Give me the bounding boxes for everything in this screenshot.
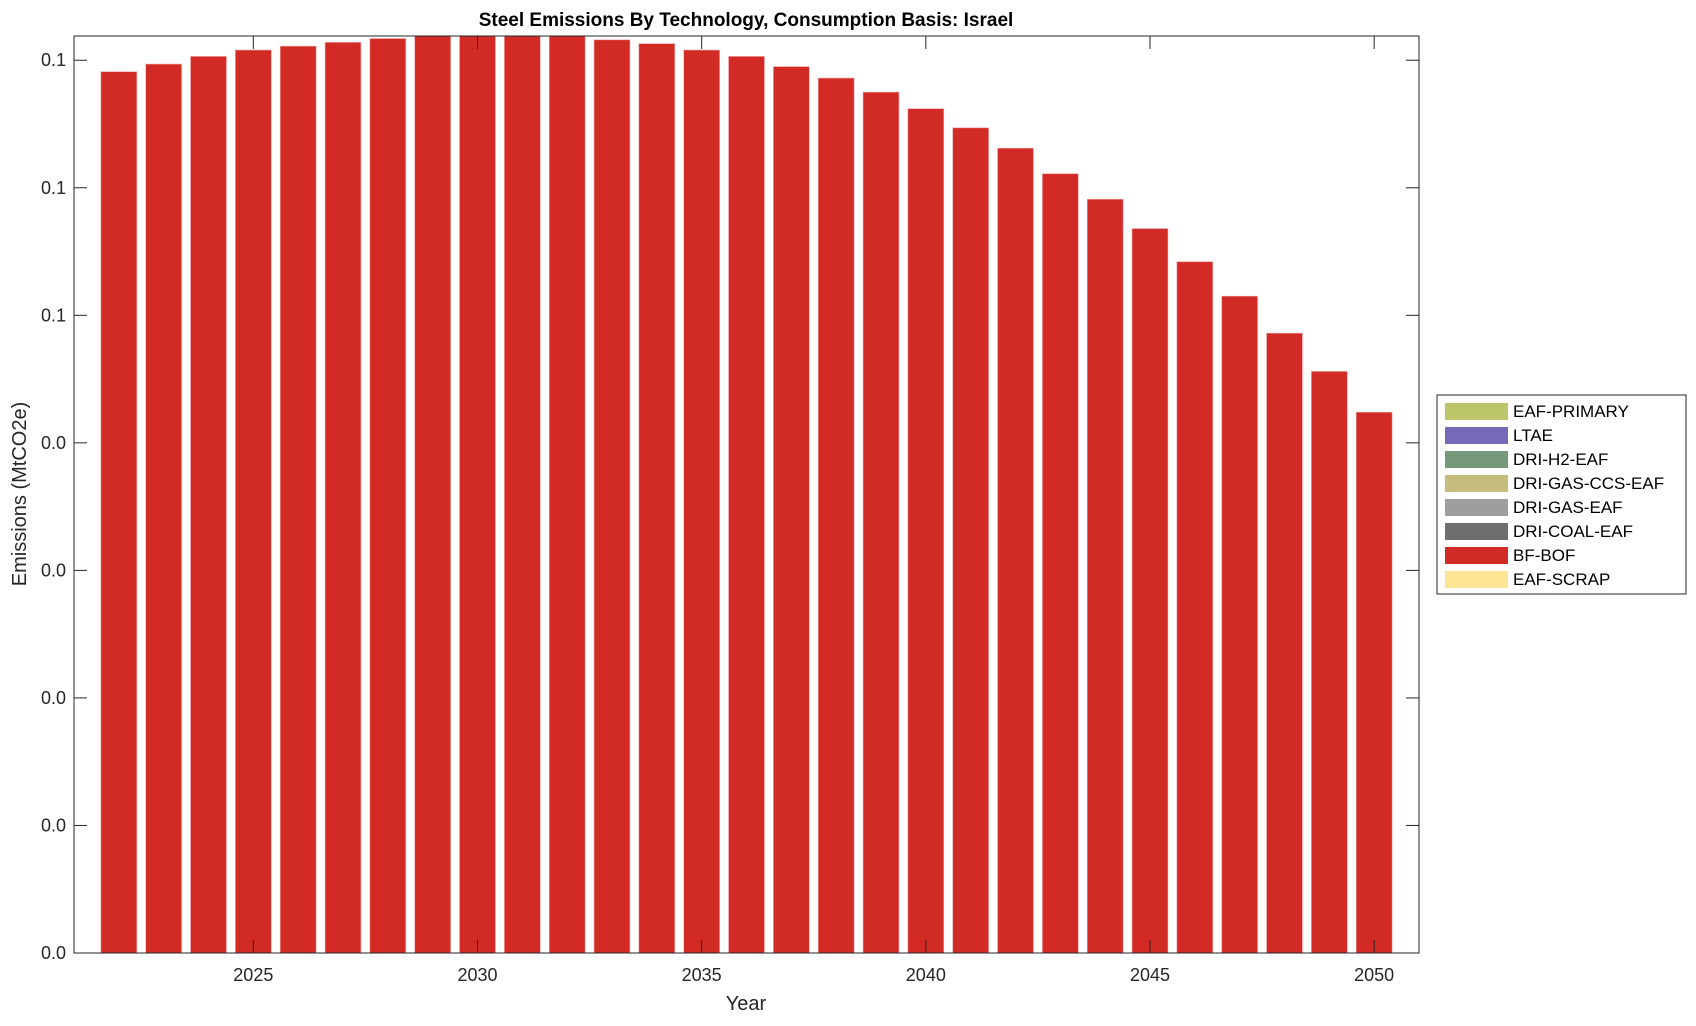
bar-bf-bof-2038 (817, 77, 855, 954)
legend-label: DRI-H2-EAF (1513, 450, 1608, 469)
bar-bf-bof-2025 (235, 49, 272, 954)
x-tick-label: 2030 (457, 965, 497, 985)
legend-label: BF-BOF (1513, 546, 1575, 565)
legend-swatch (1445, 523, 1508, 540)
bar-bf-bof-2027 (324, 42, 362, 954)
bar-bf-bof-2045 (1131, 228, 1169, 954)
y-tick-label: 0.0 (41, 560, 66, 580)
legend-label: DRI-GAS-EAF (1513, 498, 1623, 517)
legend-swatch (1445, 451, 1508, 468)
legend-swatch (1445, 475, 1508, 492)
legend-label: LTAE (1513, 426, 1553, 445)
bar-bf-bof-2035 (683, 49, 720, 954)
bar-bf-bof-2022 (100, 71, 138, 954)
x-tick-label: 2035 (682, 965, 722, 985)
legend-swatch (1445, 403, 1508, 420)
bar-bf-bof-2033 (593, 39, 631, 954)
bar-bf-bof-2040 (907, 108, 945, 954)
x-tick-label: 2050 (1354, 965, 1394, 985)
bar-bf-bof-2034 (638, 43, 676, 954)
bar-bf-bof-2046 (1176, 261, 1214, 954)
bar-bf-bof-2048 (1266, 332, 1303, 954)
x-axis-label: Year (726, 993, 767, 1015)
y-tick-label: 0.1 (41, 305, 66, 325)
legend-label: DRI-COAL-EAF (1513, 522, 1633, 541)
bar-bf-bof-2029 (414, 35, 451, 954)
bar-bf-bof-2042 (997, 147, 1034, 954)
y-tick-label: 0.1 (41, 178, 66, 198)
bar-bf-bof-2023 (145, 63, 182, 954)
bar-bf-bof-2026 (279, 45, 317, 954)
legend-label: DRI-GAS-CCS-EAF (1513, 474, 1664, 493)
bar-bf-bof-2047 (1221, 295, 1258, 954)
legend-swatch (1445, 571, 1508, 588)
x-tick-label: 2045 (1130, 965, 1170, 985)
y-tick-label: 0.0 (41, 943, 66, 963)
bar-bf-bof-2030 (459, 35, 496, 954)
x-tick-label: 2040 (906, 965, 946, 985)
y-axis-label: Emissions (MtCO2e) (9, 402, 31, 586)
bars-group (100, 35, 1393, 954)
bar-bf-bof-2041 (952, 127, 989, 954)
legend-swatch (1445, 427, 1508, 444)
bar-bf-bof-2037 (773, 66, 810, 954)
bar-bf-bof-2044 (1086, 198, 1124, 954)
x-tick-label: 2025 (233, 965, 273, 985)
bar-bf-bof-2031 (504, 35, 541, 954)
legend-swatch (1445, 499, 1508, 516)
y-tick-label: 0.0 (41, 433, 66, 453)
legend-label: EAF-SCRAP (1513, 570, 1610, 589)
y-tick-label: 0.0 (41, 815, 66, 835)
bar-bf-bof-2043 (1042, 173, 1079, 954)
y-tick-label: 0.1 (41, 50, 66, 70)
plot-area-frame (73, 35, 1420, 954)
legend: EAF-PRIMARY LTAE DRI-H2-EAF DRI-GAS-CCS-EAF… (1436, 394, 1687, 595)
bar-bf-bof-2049 (1311, 371, 1348, 954)
axis-ticks: 2025 2030 2035 2040 2045 2050 0.0 0.0 0.0 0.0 0.0 0… (41, 36, 1419, 985)
legend-swatch (1445, 547, 1508, 564)
y-tick-label: 0.0 (41, 688, 66, 708)
bar-bf-bof-2039 (862, 91, 900, 954)
chart-title: Steel Emissions By Technology, Consumpti… (479, 10, 1014, 31)
bar-bf-bof-2024 (190, 56, 227, 954)
bar-bf-bof-2032 (548, 35, 586, 954)
bar-bf-bof-2028 (369, 38, 407, 954)
legend-label: EAF-PRIMARY (1513, 402, 1629, 421)
bar-bf-bof-2036 (728, 56, 765, 954)
bar-bf-bof-2050 (1355, 411, 1393, 954)
